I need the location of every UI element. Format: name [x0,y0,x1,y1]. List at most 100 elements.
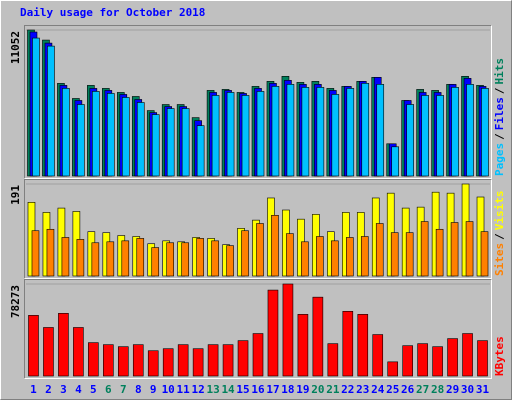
bar [420,221,429,277]
bar [92,91,100,177]
bar [376,84,385,177]
bar [43,327,54,377]
bar [207,344,219,377]
x-tick-label: 29 [446,383,459,396]
bar [360,236,369,277]
x-tick-label: 7 [120,383,127,396]
bar [181,108,190,177]
bar [327,343,339,377]
bar [271,215,279,277]
legend-separator: / [493,87,506,94]
bar [32,37,40,177]
bar [316,236,324,277]
bar [387,361,399,377]
x-tick-label: 12 [192,383,205,396]
bar [241,230,249,277]
bar [450,222,459,277]
bar [405,232,414,277]
bar [196,125,205,177]
x-tick-label: 17 [266,383,279,396]
x-tick-label: 27 [416,383,429,396]
bar [196,238,204,277]
x-tick-label: 26 [401,383,415,396]
bar [226,92,235,177]
legend-entry: Sites [493,243,506,276]
x-tick-label: 24 [371,383,385,396]
panel-bevel [24,279,492,379]
bar [282,283,294,377]
bar [107,93,115,177]
bar [316,87,325,177]
bar [375,223,384,277]
x-tick-label: 11 [177,383,191,396]
x-tick-label: 30 [461,383,474,396]
y-tick-label: 11052 [9,31,22,64]
bar [211,240,219,277]
bar [73,327,84,377]
bar [28,315,39,377]
bar [256,223,264,277]
bar [151,247,160,277]
bar [192,348,204,377]
bar [301,241,309,277]
bar [166,108,175,177]
bar [211,95,220,177]
bar [62,88,70,177]
legend-entry: Files [493,97,506,130]
bar [372,334,384,377]
bar [391,146,400,177]
bar [256,91,265,177]
bar [47,45,55,177]
bar [297,314,309,377]
bar [106,241,115,277]
bar [226,245,234,277]
bar [241,95,250,177]
bar [103,344,114,377]
bar [481,88,489,177]
panel-bevel [24,179,492,279]
x-tick-label: 15 [236,383,249,396]
bar [267,289,279,377]
x-tick-label: 18 [281,383,294,396]
legend-separator: / [493,233,506,240]
bar [151,114,160,177]
bar [136,102,145,177]
legend-entry: KBytes [493,336,506,376]
bar [402,345,413,377]
panel-bevel [24,25,492,179]
bar [432,346,443,377]
x-tick-label: 3 [60,383,67,396]
legend-separator: / [493,133,506,140]
bar [162,348,174,377]
x-tick-label: 10 [162,383,175,396]
x-tick-label: 2 [45,383,52,396]
y-tick-label: 78273 [9,285,22,318]
bar [121,240,130,277]
bar [61,237,70,277]
x-tick-label: 22 [341,383,354,396]
bar [451,87,459,177]
bar [346,237,354,277]
legend-entry: Pages [493,143,506,176]
x-tick-label: 14 [221,383,235,396]
bar [390,232,399,277]
bar [342,311,354,377]
x-tick-label: 20 [311,383,324,396]
bar [121,97,130,177]
bar [88,342,99,377]
bar [480,231,489,277]
bar [447,338,458,377]
panel-bevel [24,279,492,379]
bar [132,344,144,377]
x-tick-label: 25 [386,383,399,396]
bar [286,84,295,177]
x-tick-label: 23 [356,383,369,396]
bar [31,230,40,277]
bar [331,94,340,177]
legend: KBytes [493,336,506,376]
bar [181,242,189,277]
x-tick-label: 9 [150,383,157,396]
bar [357,314,369,377]
bar [346,88,355,177]
